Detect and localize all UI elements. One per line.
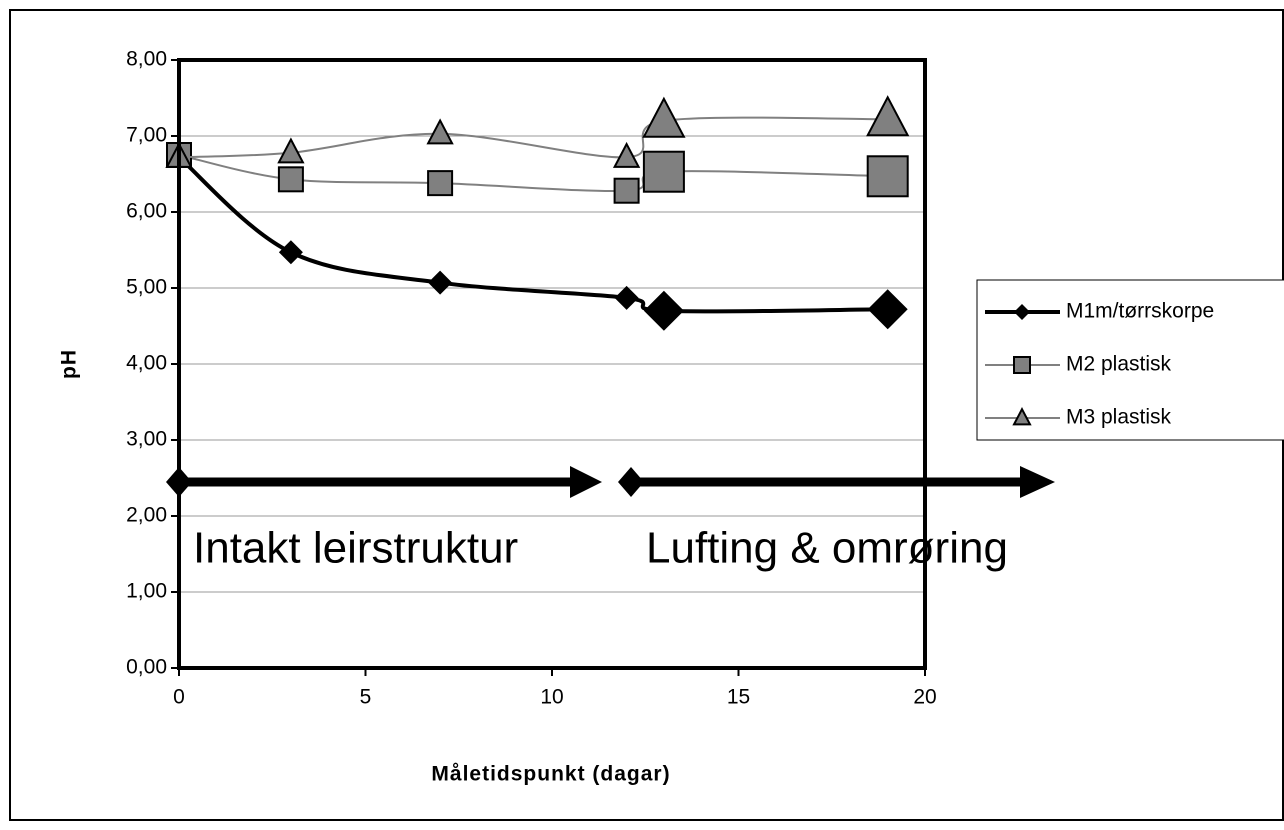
marker — [614, 285, 639, 310]
y-tick-label: 3,00 — [126, 428, 167, 451]
arrow-head — [1020, 466, 1055, 498]
x-tick-label: 15 — [727, 686, 750, 709]
marker — [427, 170, 454, 197]
y-tick-label: 7,00 — [126, 124, 167, 147]
marker — [642, 150, 685, 193]
y-tick-label: 5,00 — [126, 276, 167, 299]
phase-arrows — [166, 466, 1055, 498]
marker — [426, 118, 454, 145]
marker — [613, 177, 640, 204]
legend-label: M3 plastisk — [1066, 406, 1172, 429]
marker — [642, 96, 686, 138]
marker — [867, 289, 908, 330]
marker — [643, 290, 684, 331]
marker — [1012, 407, 1032, 426]
marker — [277, 166, 304, 193]
x-tick-label: 0 — [173, 686, 185, 709]
legend-label: M1m/tørrskorpe — [1066, 300, 1214, 323]
y-tick-label: 4,00 — [126, 352, 167, 375]
marker — [1014, 304, 1030, 320]
x-tick-label: 10 — [540, 686, 563, 709]
x-tick-label: 20 — [913, 686, 936, 709]
marker — [1013, 356, 1031, 374]
marker — [866, 155, 909, 198]
arrow-head — [570, 466, 602, 498]
y-tick-label: 0,00 — [126, 656, 167, 679]
series-line — [177, 155, 888, 314]
y-tick-label: 6,00 — [126, 200, 167, 223]
arrow-start — [618, 467, 644, 497]
y-tick-label: 2,00 — [126, 504, 167, 527]
y-axis-title: pH — [58, 349, 81, 379]
x-axis-title: Måletidspunkt (dagar) — [431, 763, 670, 786]
x-tick-label: 5 — [360, 686, 372, 709]
marker — [866, 95, 910, 137]
marker — [612, 141, 641, 168]
marker — [277, 137, 305, 164]
annotation: Intakt leirstruktur — [193, 524, 518, 573]
y-tick-label: 1,00 — [126, 580, 167, 603]
marker — [278, 240, 303, 265]
annotation: Lufting & omrøring — [646, 524, 1008, 573]
marker — [428, 270, 453, 295]
legend-label: M2 plastisk — [1066, 353, 1172, 376]
plot-frame — [177, 58, 927, 670]
y-tick-label: 8,00 — [126, 48, 167, 71]
